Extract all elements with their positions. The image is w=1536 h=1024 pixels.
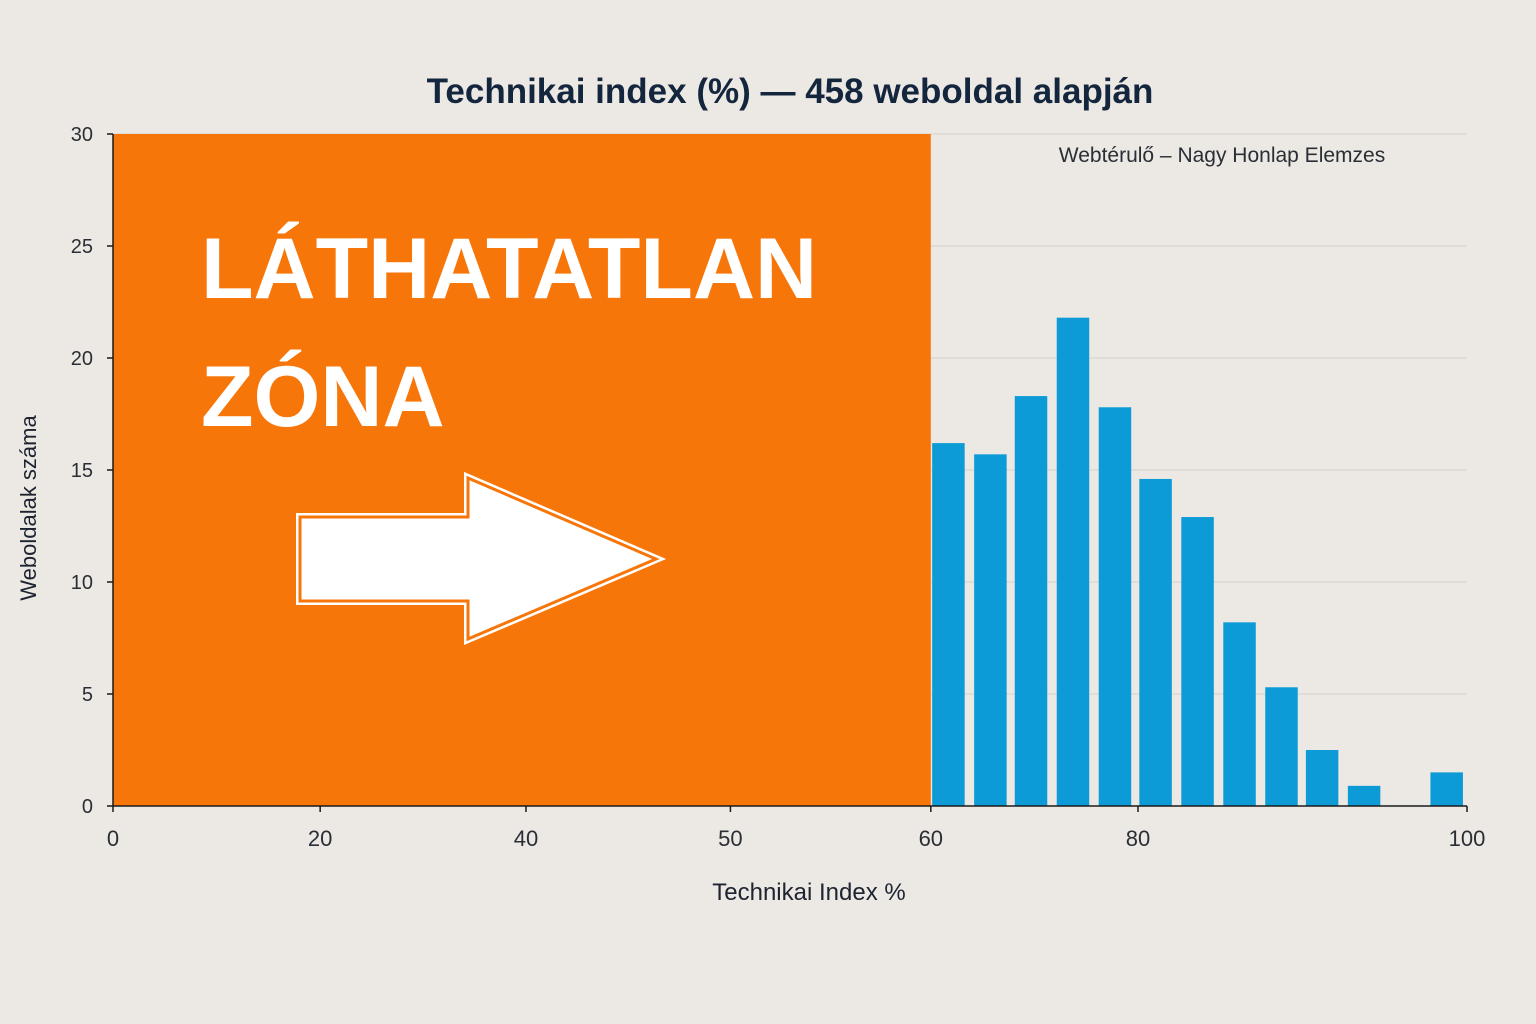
y-tick-label: 20 <box>71 348 93 370</box>
y-axis-label: Weboldalak száma <box>16 415 41 601</box>
bar <box>1430 772 1463 806</box>
bar <box>1181 517 1214 806</box>
axes <box>107 133 1468 812</box>
x-tick-label: 20 <box>308 826 332 851</box>
x-tick-label: 60 <box>919 826 943 851</box>
x-tick-label: 40 <box>514 826 538 851</box>
y-tick-label: 0 <box>82 796 93 818</box>
bar <box>1265 687 1298 806</box>
x-tick-label: 0 <box>107 826 119 851</box>
tick-labels: 0 5 10 15 20 25 30 0 20 40 50 60 80 100 <box>71 124 1486 851</box>
x-tick-label: 100 <box>1449 826 1486 851</box>
y-tick-label: 5 <box>82 684 93 706</box>
x-axis-label: Technikai Index % <box>712 879 905 906</box>
zone-title-line2: ZÓNA <box>201 349 445 445</box>
y-tick-label: 25 <box>71 236 93 258</box>
bar <box>1347 785 1381 806</box>
zone-title-line1: LÁTHATATLAN <box>201 221 817 317</box>
y-tick-label: 15 <box>71 460 93 482</box>
bar <box>974 454 1007 806</box>
bar <box>1305 750 1339 806</box>
bar <box>1223 622 1256 806</box>
arrow-right-icon <box>298 475 660 642</box>
bar <box>1014 396 1048 806</box>
bar <box>932 443 965 806</box>
zone-panel <box>113 134 931 806</box>
chart-title: Technikai index (%) — 458 weboldal alapj… <box>427 72 1154 111</box>
x-tick-label: 50 <box>718 826 742 851</box>
bar <box>1139 478 1172 806</box>
bar <box>1098 407 1132 806</box>
invisible-zone-overlay: LÁTHATATLAN ZÓNA <box>113 134 931 806</box>
y-tick-label: 10 <box>71 572 93 594</box>
chart-subtitle: Webtérulő – Nagy Honlap Elemzes <box>1059 144 1385 167</box>
x-tick-label: 80 <box>1126 826 1150 851</box>
bar <box>1056 317 1090 806</box>
y-tick-label: 30 <box>71 124 93 146</box>
